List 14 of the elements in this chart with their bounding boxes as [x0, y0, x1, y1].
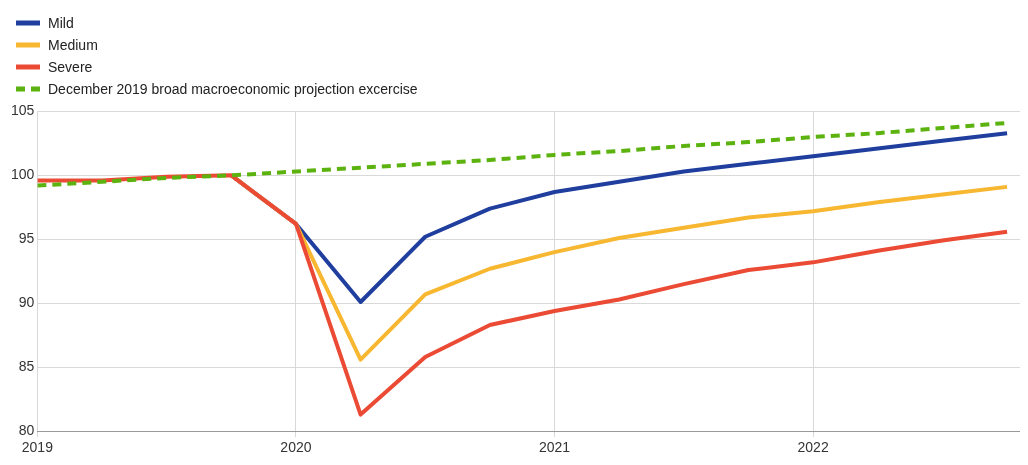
x-tick-label: 2019 [21, 439, 54, 456]
x-tick-label: 2022 [797, 439, 829, 456]
legend-label: Severe [48, 59, 93, 75]
y-tick-label: 105 [11, 102, 35, 119]
x-tick-label: 2020 [280, 439, 312, 456]
legend-label: Medium [48, 37, 98, 53]
legend-label: December 2019 broad macroeconomic projection excercise [48, 81, 418, 97]
y-tick-label: 85 [18, 358, 35, 375]
y-tick-label: 95 [18, 230, 35, 247]
y-tick-label: 90 [18, 294, 35, 311]
x-tick-label: 2021 [538, 439, 571, 456]
legend-label: Mild [48, 15, 74, 31]
y-tick-label: 100 [11, 166, 35, 183]
y-tick-label: 80 [18, 422, 35, 439]
